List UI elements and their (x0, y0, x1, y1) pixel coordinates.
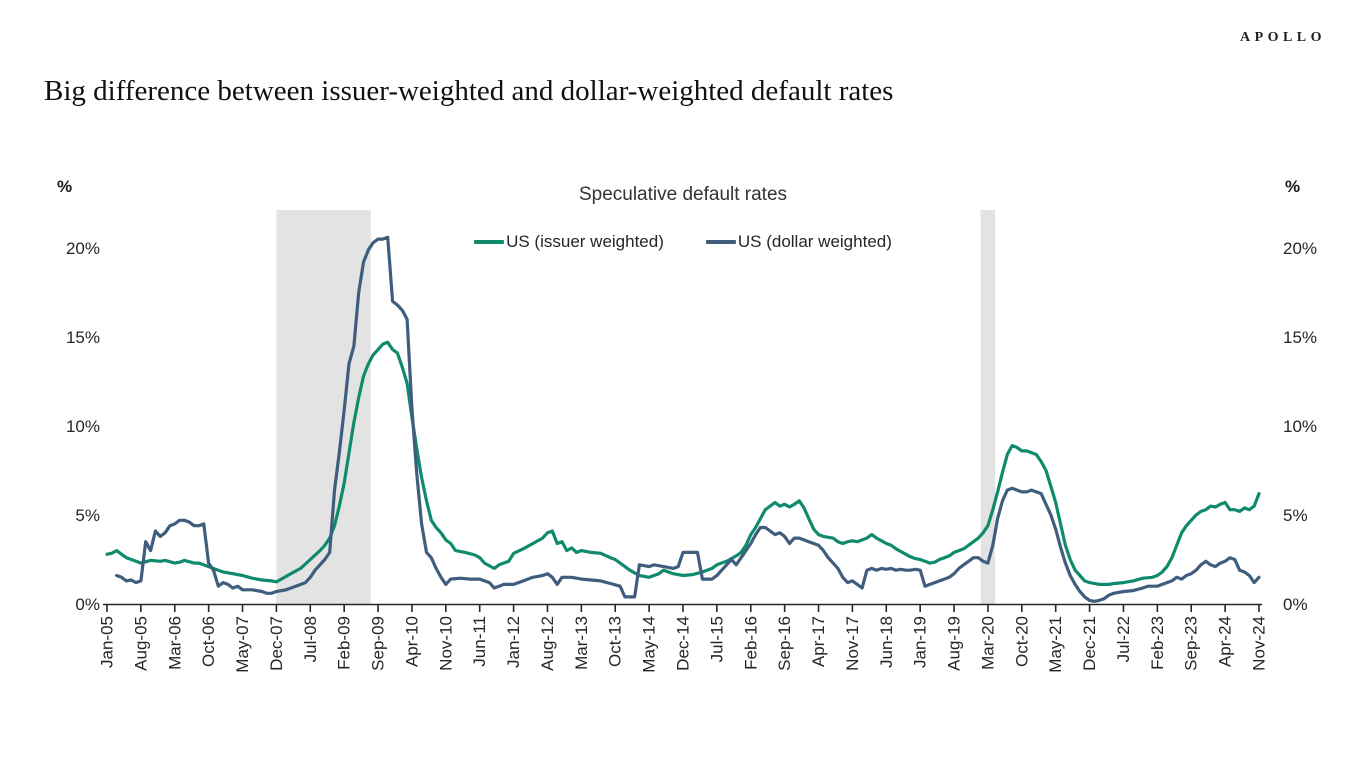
x-tick-label: May-21 (1046, 616, 1065, 673)
x-tick-label: Feb-16 (741, 616, 760, 670)
recession-band (276, 210, 371, 604)
page-title: Big difference between issuer-weighted a… (44, 75, 894, 108)
x-tick-label: Dec-07 (267, 616, 286, 671)
x-tick-label: Jan-19 (911, 616, 930, 668)
x-tick-label: Aug-19 (945, 616, 964, 671)
x-tick-label: Sep-16 (775, 616, 794, 671)
x-tick-label: Sep-23 (1182, 616, 1201, 671)
x-tick-label: Apr-10 (402, 616, 421, 667)
x-tick-label: Feb-23 (1148, 616, 1167, 670)
x-tick-label: Jan-05 (98, 616, 117, 668)
x-tick-label: Jun-11 (470, 616, 489, 667)
y-tick-label-right: 10% (1283, 417, 1317, 436)
x-tick-label: Jan-12 (504, 616, 523, 668)
apollo-logo: APOLLO (1240, 30, 1326, 45)
x-tick-label: Jul-08 (301, 616, 320, 662)
series-line-issuer-weighted (105, 340, 1261, 586)
x-tick-label: May-07 (233, 616, 252, 673)
x-tick-label: Dec-14 (674, 616, 693, 671)
y-tick-label-right: 15% (1283, 328, 1317, 347)
y-tick-label-right: 0% (1283, 595, 1308, 614)
x-tick-label: Mar-20 (978, 616, 997, 670)
legend-label-dollar-weighted: US (dollar weighted) (737, 232, 892, 251)
legend-swatch-dollar-weighted (705, 240, 736, 244)
x-tick-label: Jul-22 (1114, 616, 1133, 662)
x-tick-label: Nov-10 (436, 616, 455, 671)
x-tick-label: Nov-17 (843, 616, 862, 671)
x-tick-label: Aug-05 (131, 616, 150, 671)
x-tick-label: Oct-06 (199, 616, 218, 667)
legend-item-dollar-weighted: US (dollar weighted) (705, 232, 892, 252)
recession-band (980, 210, 996, 604)
x-tick-label: Mar-06 (165, 616, 184, 670)
x-tick-label: Apr-24 (1216, 616, 1235, 667)
y-tick-label-left: 20% (66, 239, 100, 258)
x-tick-label: Dec-21 (1080, 616, 1099, 671)
x-tick-label: Nov-24 (1250, 616, 1269, 671)
legend-item-issuer-weighted: US (issuer weighted) (474, 232, 664, 252)
legend-swatch-issuer-weighted (474, 240, 505, 244)
y-tick-label-right: 20% (1283, 239, 1317, 258)
series-line-dollar-weighted (115, 235, 1261, 603)
x-tick-label: Oct-20 (1012, 616, 1031, 667)
y-tick-label-left: 10% (66, 417, 100, 436)
x-tick-label: May-14 (640, 616, 659, 673)
x-tick-label: Jun-18 (877, 616, 896, 668)
y-tick-label-right: 5% (1283, 506, 1308, 525)
x-tick-label: Jul-15 (707, 616, 726, 662)
y-tick-label-left: 0% (75, 595, 100, 614)
y-tick-label-left: 15% (66, 328, 100, 347)
x-tick-label: Mar-13 (572, 616, 591, 670)
chart-legend: US (issuer weighted) US (dollar weighted… (0, 232, 1366, 252)
x-tick-label: Apr-17 (809, 616, 828, 667)
y-tick-label-left: 5% (75, 506, 100, 525)
x-tick-label: Feb-09 (335, 616, 354, 670)
y-axis-unit-right: % (1285, 177, 1301, 196)
chart-title: Speculative default rates (578, 184, 788, 205)
x-tick-label: Sep-09 (369, 616, 388, 671)
legend-label-issuer-weighted: US (issuer weighted) (506, 232, 664, 251)
x-tick-label: Aug-12 (538, 616, 557, 671)
x-tick-label: Oct-13 (606, 616, 625, 667)
y-axis-unit-left: % (57, 177, 73, 196)
